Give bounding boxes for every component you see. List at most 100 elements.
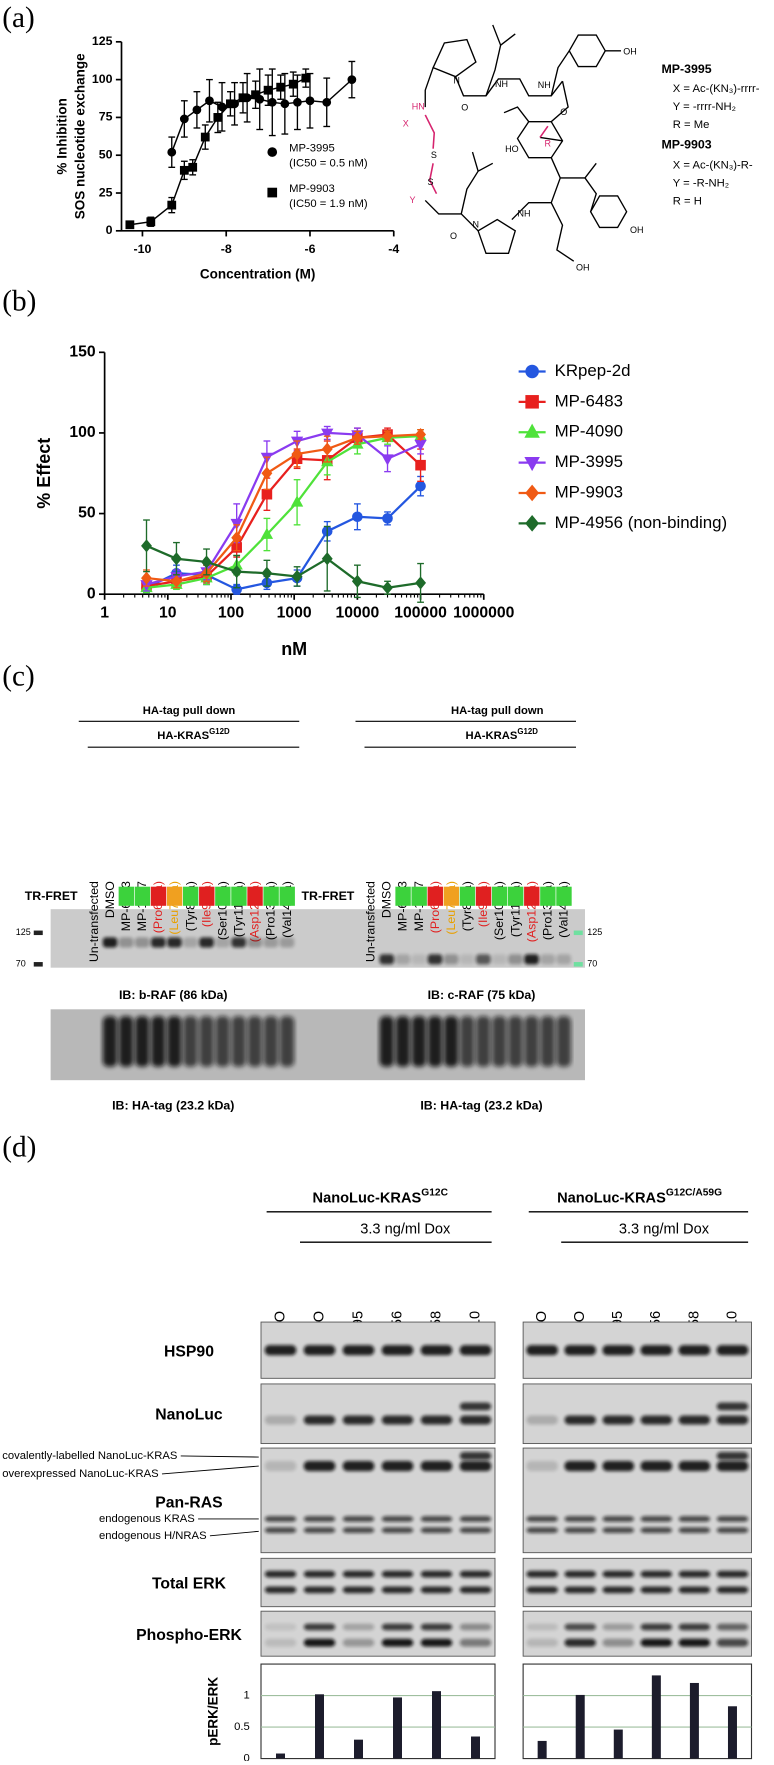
- blot: [522, 1610, 752, 1657]
- band: [475, 954, 491, 965]
- bond: [455, 76, 564, 97]
- band: [303, 1415, 336, 1425]
- x-axis-label: Concentration (M): [200, 266, 316, 281]
- blot-caption: IB: HA-tag (23.2 kDa): [112, 1098, 234, 1112]
- band: [420, 1415, 453, 1425]
- atom-label: O: [560, 107, 567, 117]
- ladder-label: 70: [16, 959, 26, 969]
- ha-smear: [524, 1016, 539, 1067]
- x-tick-label: 1: [100, 604, 109, 621]
- tr-fret-box: [118, 886, 135, 906]
- marker: [321, 428, 334, 440]
- marker: [261, 488, 273, 500]
- marker: [525, 484, 540, 502]
- marker: [291, 569, 303, 583]
- marker: [352, 511, 363, 523]
- series-line: [146, 433, 421, 583]
- y-axis-label: % Effect: [34, 438, 54, 509]
- marker: [382, 429, 393, 443]
- x-tick-label: 10000: [335, 604, 379, 621]
- compound-name: MP-3995: [662, 62, 712, 76]
- marker: [170, 574, 182, 588]
- band: [459, 1623, 492, 1631]
- band: [134, 937, 150, 948]
- marker: [260, 527, 274, 539]
- legend-label: MP-6483: [555, 391, 623, 410]
- tr-fret-box: [475, 886, 492, 906]
- tr-fret-box: [556, 886, 572, 906]
- panel-label: (b): [2, 286, 36, 318]
- bar: [471, 1736, 480, 1759]
- band: [459, 1345, 492, 1356]
- y-tick-label: 0: [243, 1753, 249, 1761]
- atom-label: X: [403, 118, 409, 128]
- band: [381, 1415, 414, 1425]
- structure-highlight: [424, 114, 549, 195]
- marker: [381, 454, 394, 466]
- band: [459, 1402, 492, 1411]
- band: [150, 937, 166, 948]
- band: [602, 1461, 635, 1472]
- compound-detail: R = Me: [673, 119, 710, 131]
- blot: [522, 1321, 752, 1379]
- marker: [231, 565, 243, 579]
- marker: [263, 85, 273, 95]
- atom-label: Y: [410, 195, 416, 205]
- y-tick-label: 0: [87, 585, 96, 602]
- marker: [170, 552, 182, 566]
- band: [640, 1415, 673, 1425]
- atom-label: O: [450, 231, 457, 241]
- ladder-band: [33, 962, 43, 967]
- ha-smear: [443, 1016, 459, 1067]
- x-tick-label: 1000: [277, 604, 312, 621]
- tr-fret-box: [427, 886, 443, 906]
- band: [526, 1638, 558, 1647]
- ha-smear: [150, 1016, 166, 1067]
- band: [716, 1415, 749, 1425]
- band: [420, 1461, 453, 1472]
- plot-frame: [522, 1663, 753, 1760]
- bar: [575, 1694, 585, 1759]
- legend-label: KRpep-2d: [555, 361, 631, 380]
- band: [716, 1527, 749, 1533]
- band: [564, 1586, 596, 1594]
- heading: HA-KRASG12D: [157, 727, 230, 742]
- tr-fret-box: [215, 886, 231, 906]
- y-axis-label: % Inhibition: [55, 98, 70, 175]
- blot-caption: IB: b-RAF (86 kDa): [119, 988, 228, 1002]
- band: [420, 1345, 453, 1356]
- tr-fret-label: TR-FRET: [25, 889, 78, 903]
- band: [420, 1516, 453, 1522]
- structure-labels: HN X Y R S S HO OH OH NH NH NH N N O O O…: [403, 46, 644, 272]
- atom-label: N: [453, 76, 460, 86]
- note-leader: [209, 1530, 259, 1537]
- band: [492, 954, 507, 965]
- band: [459, 1638, 492, 1647]
- heading-text: NanoLuc-KRAS: [557, 1190, 666, 1206]
- band: [342, 1570, 375, 1578]
- band: [420, 1638, 453, 1647]
- marker: [382, 581, 393, 595]
- band-note: overexpressed NanoLuc-KRAS: [2, 1468, 158, 1480]
- tr-fret-box: [540, 886, 556, 906]
- band: [381, 1527, 414, 1533]
- band: [716, 1461, 749, 1472]
- band: [264, 1415, 297, 1425]
- marker: [261, 566, 273, 580]
- band: [602, 1623, 635, 1631]
- compound-detail: X = Ac-(KN₃)-R-: [673, 160, 753, 172]
- marker: [238, 93, 248, 103]
- band: [640, 1527, 673, 1533]
- band: [716, 1623, 749, 1631]
- heading-sup: G12C/A59G: [666, 1188, 722, 1199]
- band: [264, 1586, 297, 1594]
- blot-header: HA-tag pull down: [451, 705, 544, 717]
- series-line: [146, 431, 422, 586]
- marker: [525, 395, 539, 409]
- atom-label: HO: [505, 144, 519, 154]
- tr-fret-box: [150, 886, 167, 906]
- band: [342, 1345, 375, 1356]
- heading: NanoLuc-KRASG12C/A59G: [557, 1188, 722, 1207]
- tr-fret-box: [182, 886, 199, 906]
- marker: [293, 97, 302, 107]
